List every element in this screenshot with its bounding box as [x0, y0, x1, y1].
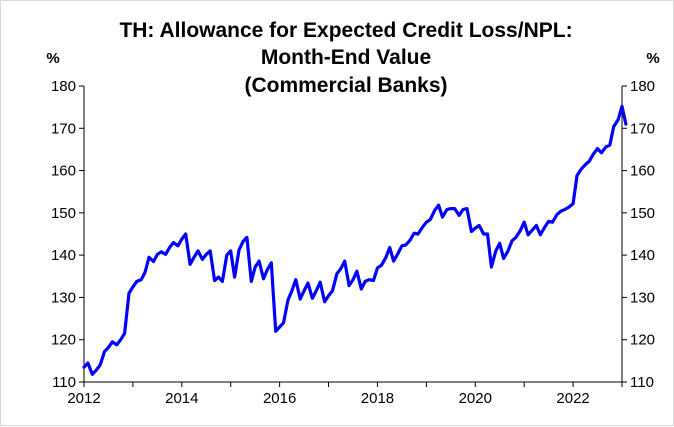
y-tick-label-left: 180 — [51, 78, 76, 95]
series-line — [82, 104, 628, 376]
y-tick-label-left: 130 — [51, 289, 76, 306]
y-tick-label-right: 110 — [630, 374, 654, 391]
plot-area — [82, 104, 628, 376]
axes: 110 110 120 120 130 130 140 140 150 150 160 160 170 1… — [51, 78, 655, 407]
y-tick-label-right: 180 — [630, 78, 655, 95]
x-tick-label: 2022 — [556, 390, 589, 407]
y-tick-label-right: 140 — [630, 247, 655, 264]
y-tick-label-left: 140 — [51, 247, 76, 264]
y-axis-left-unit: % — [46, 50, 59, 67]
chart-title-line-2: Month-End Value — [261, 46, 431, 69]
chart-title-line-3: (Commercial Banks) — [244, 74, 447, 97]
x-tick-label: 2018 — [361, 390, 394, 407]
y-tick-label-left: 120 — [51, 332, 76, 349]
y-axis-right-unit: % — [646, 50, 659, 67]
y-tick-label-left: 170 — [51, 120, 76, 137]
x-tick-label: 2020 — [459, 390, 492, 407]
x-tick-label: 2014 — [165, 390, 198, 407]
y-tick-label-left: 150 — [51, 205, 76, 222]
x-tick-label: 2016 — [263, 390, 296, 407]
y-tick-label-right: 130 — [630, 289, 655, 306]
y-tick-label-right: 120 — [630, 332, 655, 349]
x-tick-label: 2012 — [67, 390, 100, 407]
chart-title-line-1: TH: Allowance for Expected Credit Loss/N… — [119, 19, 572, 42]
y-tick-label-left: 160 — [51, 163, 76, 180]
y-tick-label-right: 170 — [630, 120, 655, 137]
y-tick-label-right: 160 — [630, 163, 655, 180]
y-tick-label-left: 110 — [52, 374, 76, 391]
y-tick-label-right: 150 — [630, 205, 655, 222]
